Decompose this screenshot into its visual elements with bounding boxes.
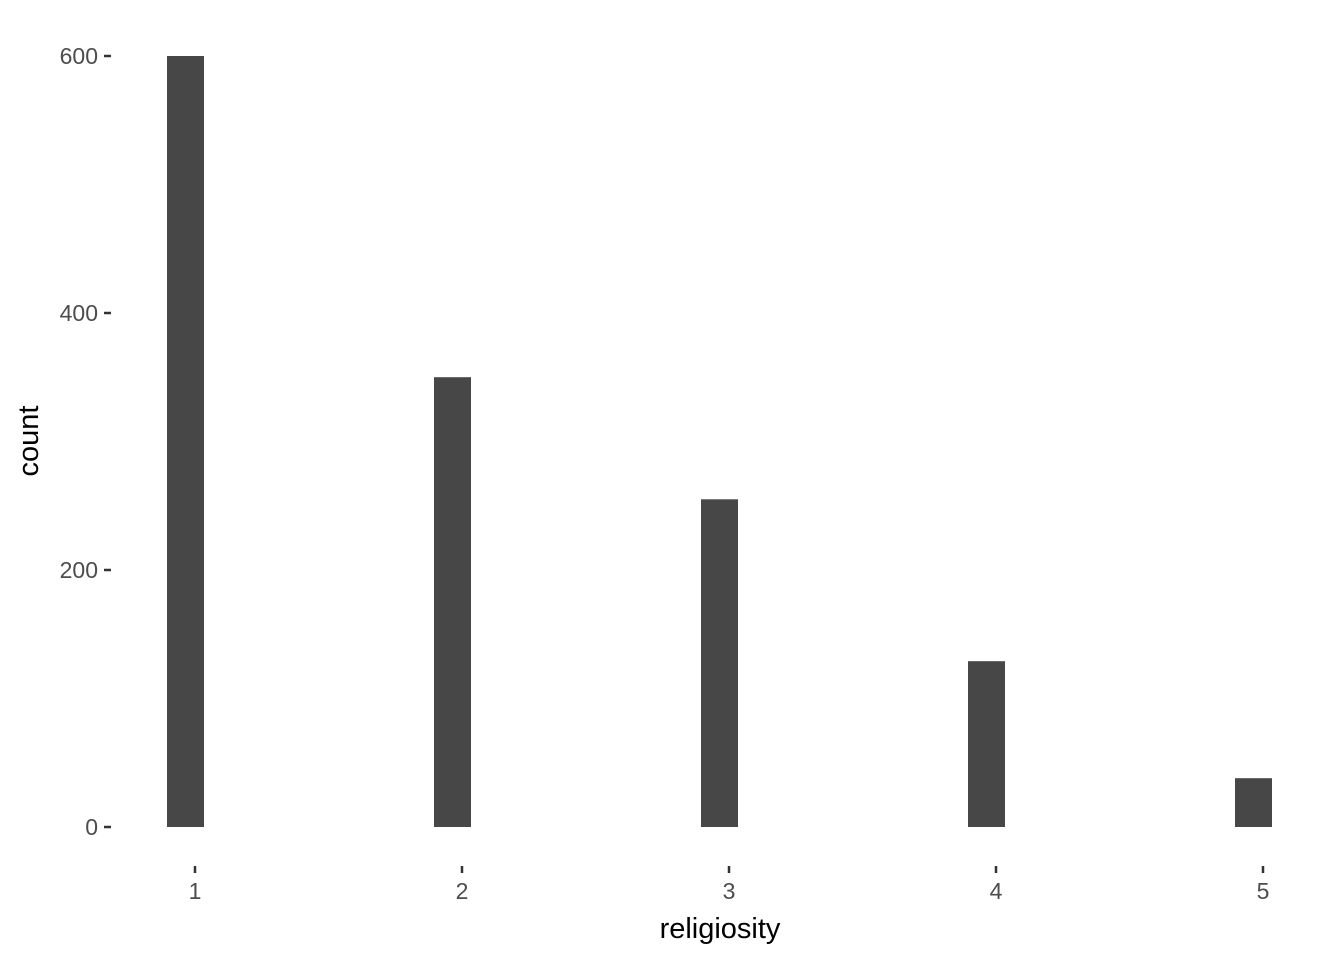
y-tick-label-400: 400 xyxy=(60,300,98,326)
bar-3 xyxy=(701,499,738,827)
y-tick-label-0: 0 xyxy=(85,814,98,840)
x-tick-label-5: 5 xyxy=(1257,878,1270,904)
x-axis-title: religiosity xyxy=(660,913,781,945)
y-tick-label-600: 600 xyxy=(60,43,98,69)
bar-2 xyxy=(434,377,471,827)
x-tick-label-2: 2 xyxy=(456,878,469,904)
x-tick-label-1: 1 xyxy=(189,878,202,904)
y-tick-label-200: 200 xyxy=(60,557,98,583)
bar-4 xyxy=(968,661,1005,827)
x-axis: 1 2 3 4 5 xyxy=(189,866,1270,904)
y-axis: 0 200 400 600 xyxy=(60,43,111,840)
bar-5 xyxy=(1235,778,1272,827)
x-tick-label-3: 3 xyxy=(723,878,736,904)
bar-1 xyxy=(167,56,204,827)
x-tick-label-4: 4 xyxy=(990,878,1003,904)
y-axis-title: count xyxy=(13,406,45,477)
bars-group xyxy=(167,56,1272,827)
